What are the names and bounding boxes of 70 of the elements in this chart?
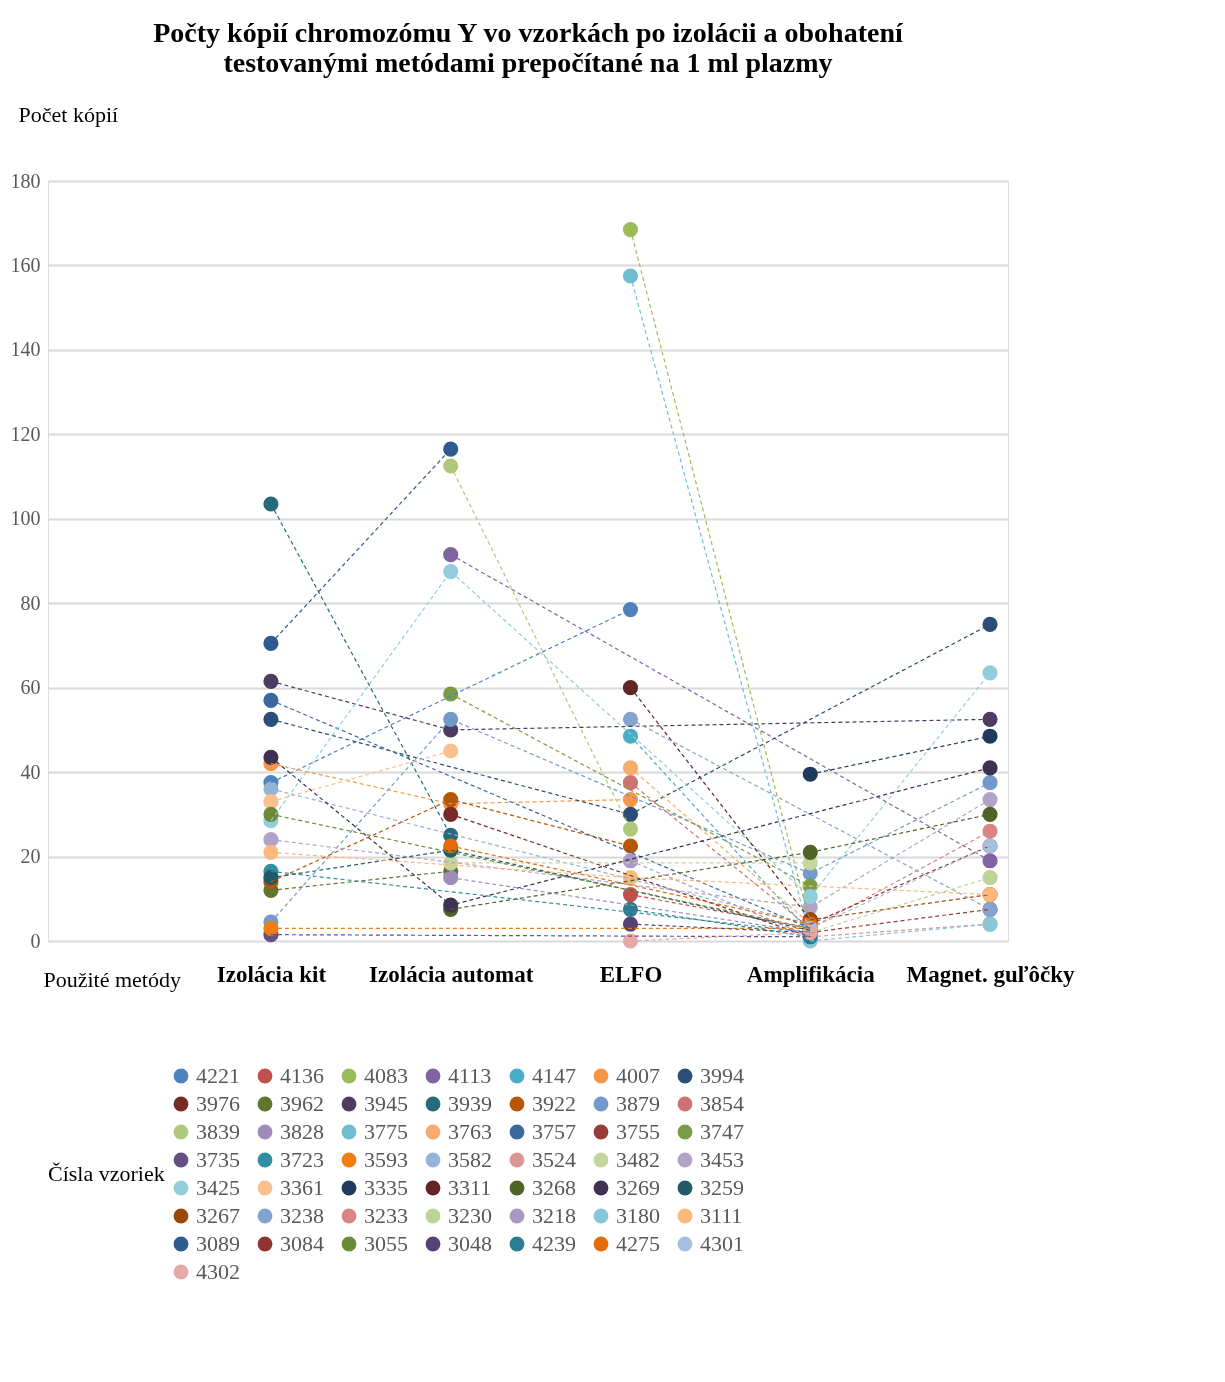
legend-label: 4113 [448,1063,492,1088]
y-tick-label: 40 [20,760,41,783]
x-tick-label: Magnet. guľôčky [906,961,1075,987]
legend-label: 3233 [364,1203,408,1228]
legend-label: 3524 [532,1147,576,1172]
legend-label: 3335 [364,1175,408,1200]
legend-label: 4007 [616,1063,660,1088]
legend-label: 3218 [532,1203,576,1228]
text: Počty kópií chromozómu Y vo vzorkách po izolácii a obohatení [153,17,903,48]
legend-label: 3089 [196,1231,240,1256]
legend-label: 3582 [448,1147,492,1172]
x-tick-label: Izolácia kit [216,961,327,987]
legend-label: 3230 [448,1203,492,1228]
legend-label: 3425 [196,1175,240,1200]
legend-label: 3879 [616,1091,660,1116]
y-tick-label: 0 [30,929,41,952]
y-tick-label: 160 [10,253,41,276]
legend-label: 3482 [616,1147,660,1172]
y-axis-title: Počet kópií [18,101,119,127]
legend-label: 3828 [280,1119,324,1144]
legend-label: 4239 [532,1231,576,1256]
legend-label: 3854 [700,1091,744,1116]
text: testovanými metódami prepočítané na 1 ml plazmy [223,47,833,78]
legend-label: 3267 [196,1203,240,1228]
legend-label: 3048 [448,1231,492,1256]
legend-label: 3763 [448,1119,492,1144]
legend-label: 3976 [196,1091,240,1116]
legend-label: 3311 [448,1175,492,1200]
x-axis-title: Použité metódy [43,966,181,992]
legend-label: 3084 [280,1231,324,1256]
legend-label: 3775 [364,1119,408,1144]
legend-label: 4275 [616,1231,660,1256]
y-tick-label: 20 [20,845,41,868]
legend-label: 3593 [364,1147,408,1172]
legend-label: 4221 [196,1063,240,1088]
x-tick-label: Izolácia automat [369,961,534,987]
legend-label: 3259 [700,1175,744,1200]
legend-label: 4302 [196,1259,240,1284]
x-tick-label: Amplifikácia [746,961,876,987]
y-tick-label: 120 [10,422,41,445]
legend-label: 3268 [532,1175,576,1200]
legend-label: 3939 [448,1091,492,1116]
legend-label: 3238 [280,1203,324,1228]
legend-label: 3361 [280,1175,324,1200]
legend-label: 3757 [532,1119,576,1144]
y-tick-label: 180 [10,169,41,192]
legend-title: Čísla vzoriek [48,1161,165,1186]
legend-label: 4147 [532,1063,576,1088]
y-tick-label: 100 [10,507,41,530]
legend-label: 3994 [700,1063,744,1088]
legend-label: 3839 [196,1119,240,1144]
y-tick-label: 60 [20,676,41,699]
x-tick-label: ELFO [599,961,663,987]
legend-label: 4083 [364,1063,408,1088]
y-tick-label: 80 [20,591,41,614]
y-tick-label: 140 [10,338,41,361]
legend-label: 3180 [616,1203,660,1228]
legend-label: 3755 [616,1119,660,1144]
legend-label: 4136 [280,1063,324,1088]
legend-label: 3453 [700,1147,744,1172]
legend-label: 3269 [616,1175,660,1200]
legend-label: 3723 [280,1147,324,1172]
legend-label: 4301 [700,1231,744,1256]
legend-label: 3111 [700,1203,743,1228]
legend-label: 3747 [700,1119,744,1144]
legend-label: 3922 [532,1091,576,1116]
legend-label: 3962 [280,1091,324,1116]
legend-label: 3735 [196,1147,240,1172]
legend-label: 3945 [364,1091,408,1116]
legend-label: 3055 [364,1231,408,1256]
